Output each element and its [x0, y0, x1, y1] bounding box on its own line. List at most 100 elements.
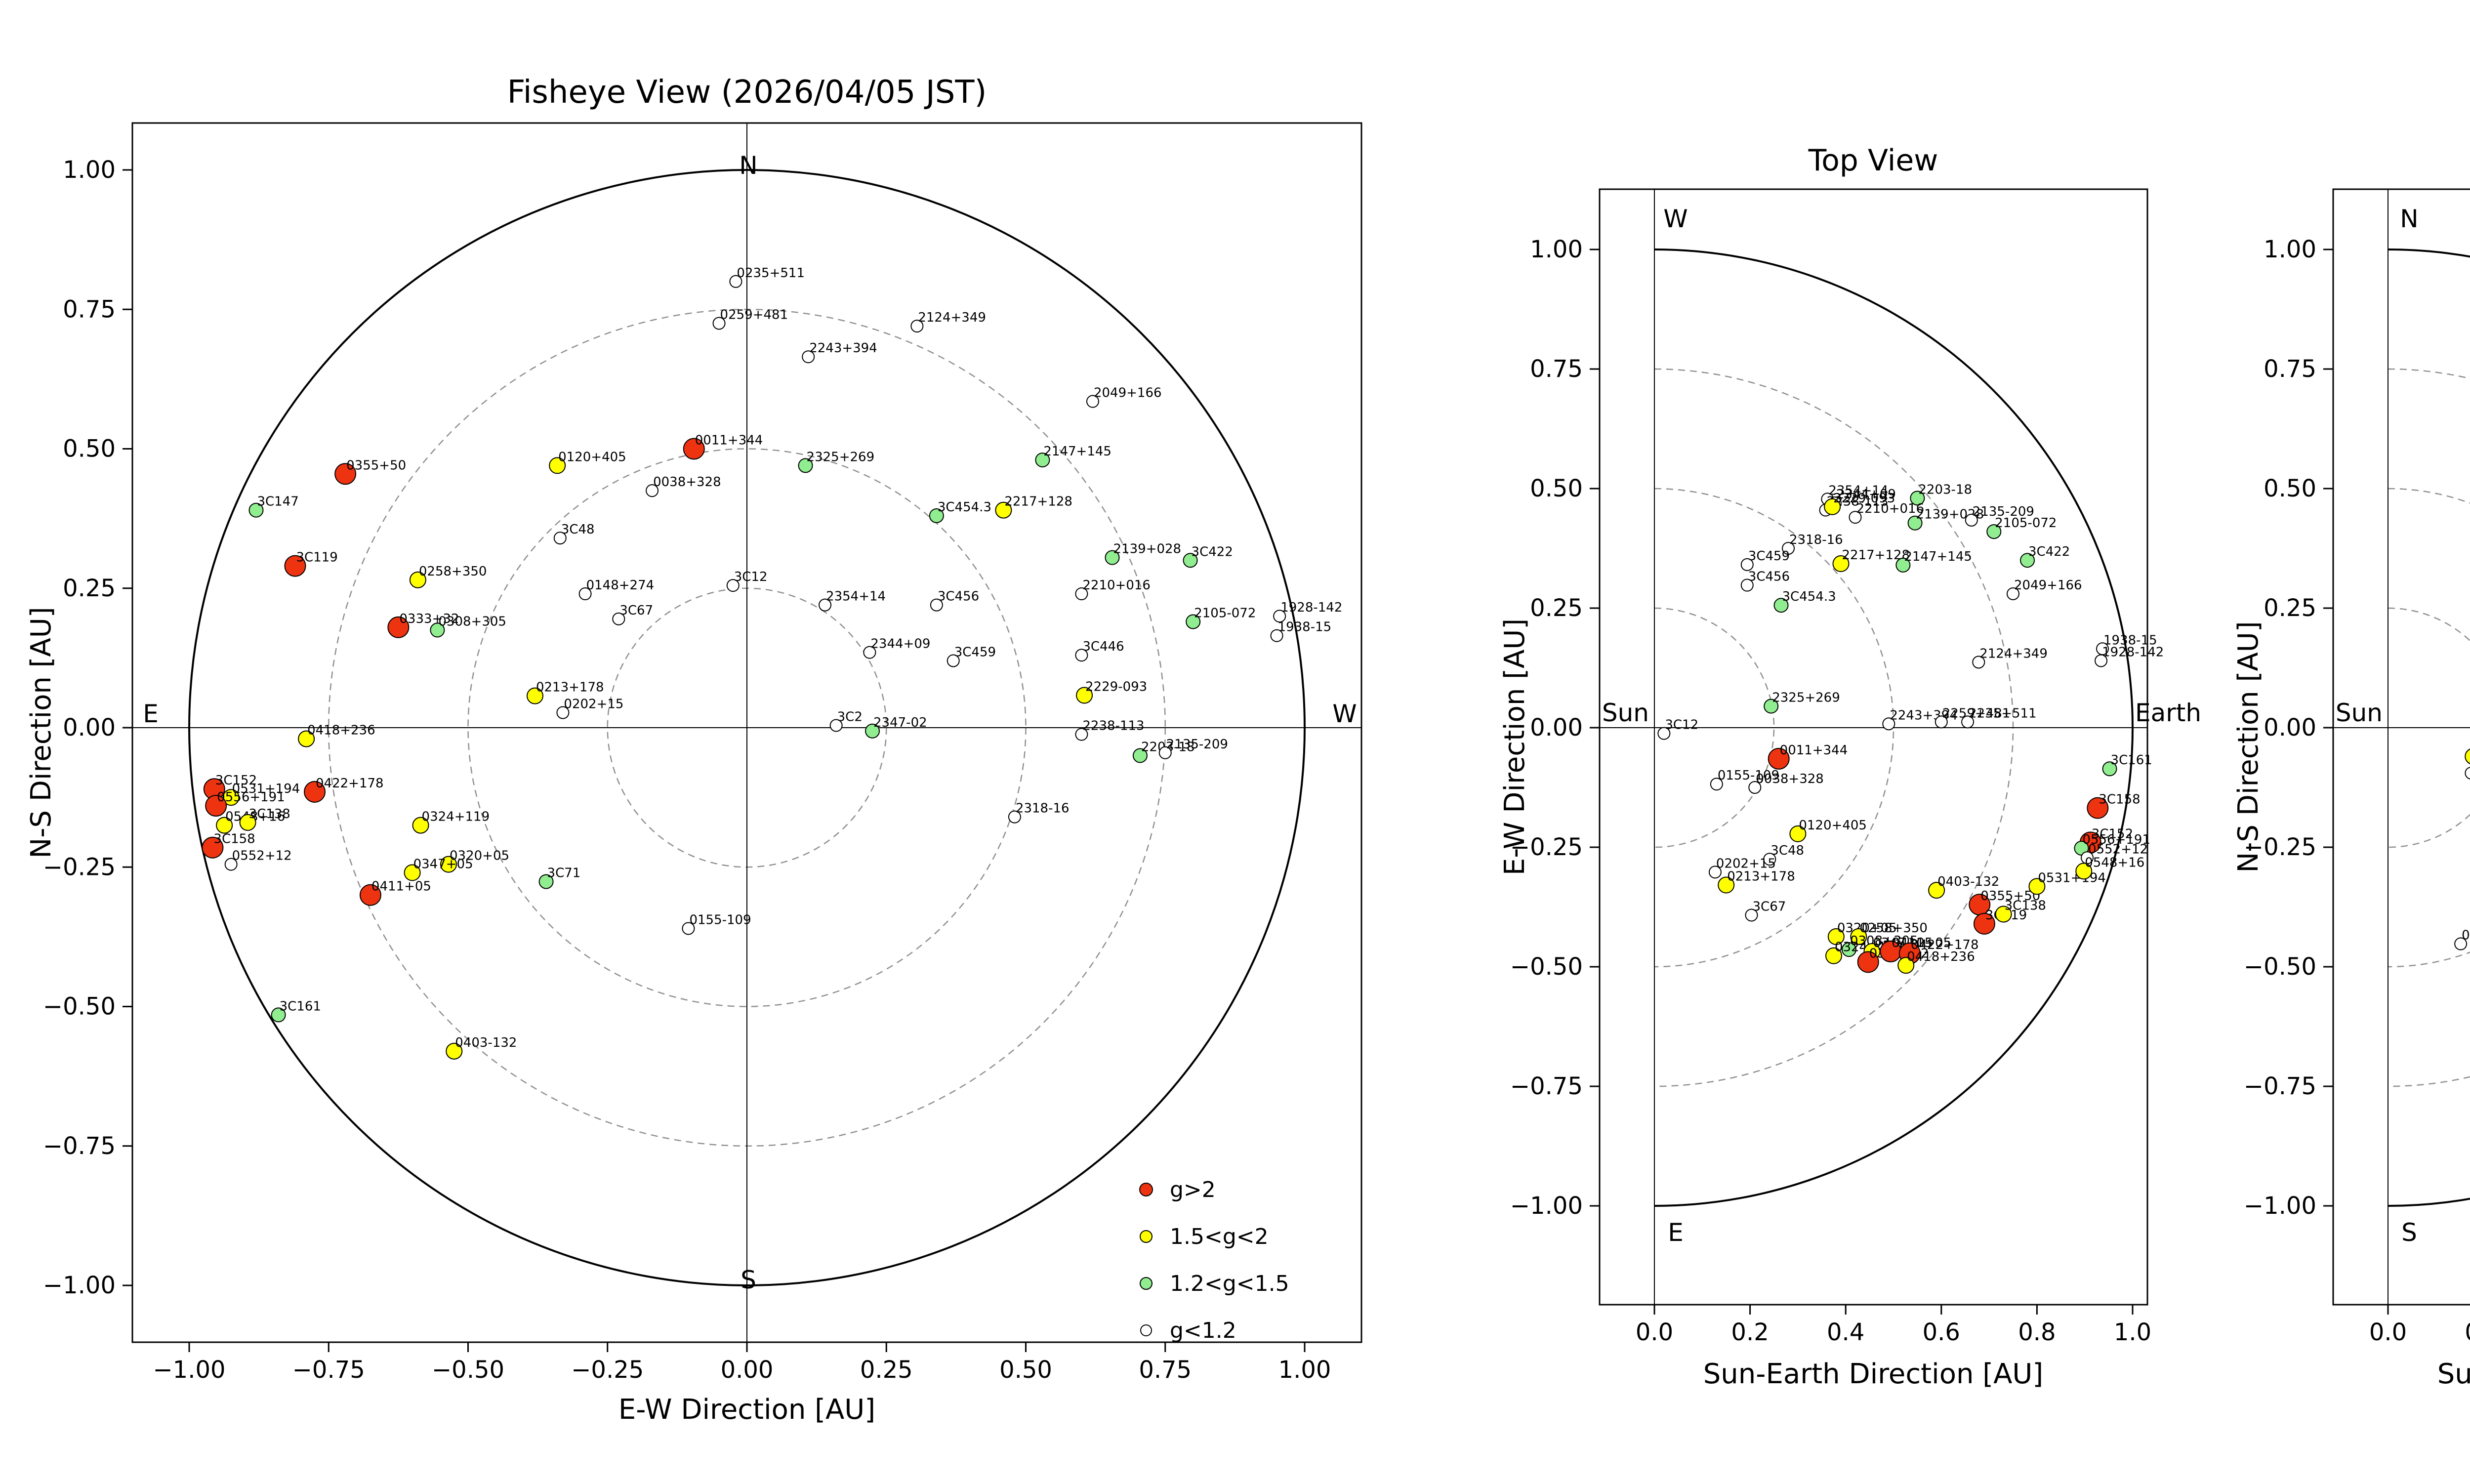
top-marker-0258+350: [1850, 928, 1867, 946]
side-ytick-label-3: −0.25: [2244, 833, 2316, 861]
top-label-2124+349: 2124+349: [1979, 646, 2048, 661]
fisheye-marker-2318-16: [1008, 810, 1021, 824]
top-xtick-label-1: 0.2: [1731, 1319, 1769, 1346]
top-marker-0308+305: [1841, 942, 1856, 957]
fisheye-marker-0120+405: [549, 457, 566, 474]
fisheye-label-0418+236: 0418+236: [307, 723, 375, 738]
side-ytick-label-4: 0.00: [2264, 714, 2316, 742]
fisheye-title: Fisheye View (2026/04/05 JST): [507, 74, 987, 111]
top-marker-3C422: [2020, 553, 2035, 568]
top-ytick-label-6: 0.50: [1530, 475, 1583, 502]
fisheye-label-3C456: 3C456: [938, 589, 979, 604]
fisheye-marker-2135-209: [1158, 746, 1172, 759]
side-cardinal-s: S: [2401, 1218, 2417, 1247]
top-marker-0213+178: [1718, 876, 1735, 894]
top-xtick-label-5: 1.0: [2114, 1319, 2151, 1346]
fisheye-ytick-label-1: −0.75: [43, 1132, 116, 1160]
top-marker-0155-109: [1710, 778, 1723, 791]
fisheye-cardinal-s: S: [741, 1266, 756, 1294]
fisheye-marker-0259+481: [712, 317, 726, 330]
side-marker-0213+178: [2465, 748, 2470, 764]
fisheye-marker-0403-132: [446, 1042, 463, 1060]
fisheye-marker-2049+166: [1086, 395, 1099, 408]
legend-marker-r: [1139, 1183, 1153, 1196]
top-title: Top View: [1808, 143, 1938, 178]
top-label-0011+344: 0011+344: [1780, 743, 1848, 758]
fisheye-marker-3C48: [553, 532, 567, 545]
fisheye-marker-0556+191: [205, 795, 227, 817]
fisheye-label-2139+028: 2139+028: [1113, 542, 1181, 557]
fisheye-xtick-label-0: −1.00: [153, 1356, 225, 1384]
top-label-2203-18: 2203-18: [1918, 482, 1972, 497]
fisheye-label-0235+511: 0235+511: [737, 266, 805, 281]
fisheye-label-3C67: 3C67: [619, 603, 653, 618]
fisheye-label-0411+05: 0411+05: [371, 879, 431, 894]
top-marker-2135-209: [1965, 513, 1978, 527]
top-marker-3C459: [1740, 558, 1754, 571]
fisheye-marker-0011+344: [683, 438, 705, 460]
top-label-2318-16: 2318-16: [1789, 533, 1843, 547]
top-plot-box: [1599, 188, 2148, 1306]
fisheye-label-2344+09: 2344+09: [870, 637, 930, 652]
fisheye-marker-2217+128: [995, 501, 1012, 519]
top-label-2229-093: 2229-093: [1833, 491, 1895, 506]
fisheye-marker-3C456: [930, 598, 943, 612]
fisheye-label-1938-15: 1938-15: [1278, 620, 1332, 635]
top-marker-1928-142: [2095, 654, 2108, 667]
top-cardinal-earth: Earth: [2135, 699, 2201, 727]
fisheye-marker-0235+511: [729, 275, 742, 288]
top-marker-0403-132: [1928, 882, 1945, 899]
fisheye-label-0213+178: 0213+178: [536, 680, 604, 695]
top-ytick-label-1: −0.75: [1510, 1072, 1583, 1100]
fisheye-cardinal-w: W: [1332, 700, 1357, 728]
side-panel: 2243+3942259+4812235+5110011+3442325+269…: [2232, 188, 2470, 1390]
top-label-2147+145: 2147+145: [1904, 549, 1972, 564]
fisheye-marker-3C12: [726, 579, 740, 592]
fisheye-xtick-label-7: 0.75: [1139, 1356, 1192, 1384]
top-label-0320+05: 0320+05: [1837, 921, 1897, 936]
fisheye-marker-0148+274: [578, 587, 592, 601]
top-points: 2203-182354+142344+092238-1132229-093221…: [1657, 482, 2164, 974]
top-marker-2124+349: [1972, 656, 1985, 669]
top-label-0556+191: 0556+191: [2082, 832, 2150, 847]
fisheye-label-2347-02: 2347-02: [873, 715, 927, 730]
top-ytick-label-8: 1.00: [1530, 236, 1583, 263]
fisheye-marker-2344+09: [863, 646, 876, 659]
top-marker-2139+028: [1907, 515, 1923, 531]
side-marker-0155-109: [2454, 937, 2468, 950]
side-ytick-label-8: 1.00: [2264, 236, 2316, 263]
top-xaxis-label: Sun-Earth Direction [AU]: [1703, 1358, 2044, 1390]
fisheye-label-3C454.3: 3C454.3: [938, 500, 991, 515]
fisheye-label-3C71: 3C71: [547, 866, 581, 881]
fisheye-label-0258+350: 0258+350: [419, 564, 487, 579]
top-label-3C459: 3C459: [1748, 549, 1790, 564]
fisheye-label-0552+12: 0552+12: [232, 849, 292, 864]
top-marker-2235+511: [1961, 715, 1975, 729]
side-ytick-label-1: −0.75: [2244, 1072, 2316, 1100]
top-label-0202+15: 0202+15: [1716, 856, 1776, 871]
top-label-3C152: 3C152: [2092, 826, 2133, 841]
legend-marker-w: [1140, 1324, 1152, 1336]
top-xtick-label-4: 0.8: [2018, 1319, 2056, 1346]
fisheye-marker-3C422: [1183, 553, 1198, 568]
top-label-2210+016: 2210+016: [1856, 501, 1925, 516]
fisheye-label-2354+14: 2354+14: [826, 589, 886, 604]
top-cardinal-sun: Sun: [1602, 699, 1649, 727]
top-label-0213+178: 0213+178: [1727, 869, 1795, 884]
legend-label-g: 1.2<g<1.5: [1170, 1271, 1289, 1296]
top-marker-2147+145: [1895, 557, 1911, 573]
side-xaxis-label: Sun-Earth Direction [AU]: [2437, 1358, 2470, 1390]
legend: g>2 1.5<g<2 1.2<g<1.5 g<1.2: [1139, 1177, 1289, 1343]
top-label-3C454.3: 3C454.3: [1782, 589, 1836, 604]
fisheye-label-3C138: 3C138: [249, 807, 290, 822]
fisheye-marker-0213+178: [526, 687, 543, 704]
legend-label-r: g>2: [1170, 1177, 1216, 1202]
fisheye-label-2105-072: 2105-072: [1194, 606, 1256, 620]
fisheye-marker-0411+05: [359, 884, 381, 906]
top-marker-3C158: [2087, 797, 2109, 819]
fisheye-marker-2238-113: [1075, 728, 1088, 741]
fisheye-label-0556+191: 0556+191: [217, 790, 285, 805]
top-ytick-label-4: 0.00: [1530, 714, 1583, 742]
